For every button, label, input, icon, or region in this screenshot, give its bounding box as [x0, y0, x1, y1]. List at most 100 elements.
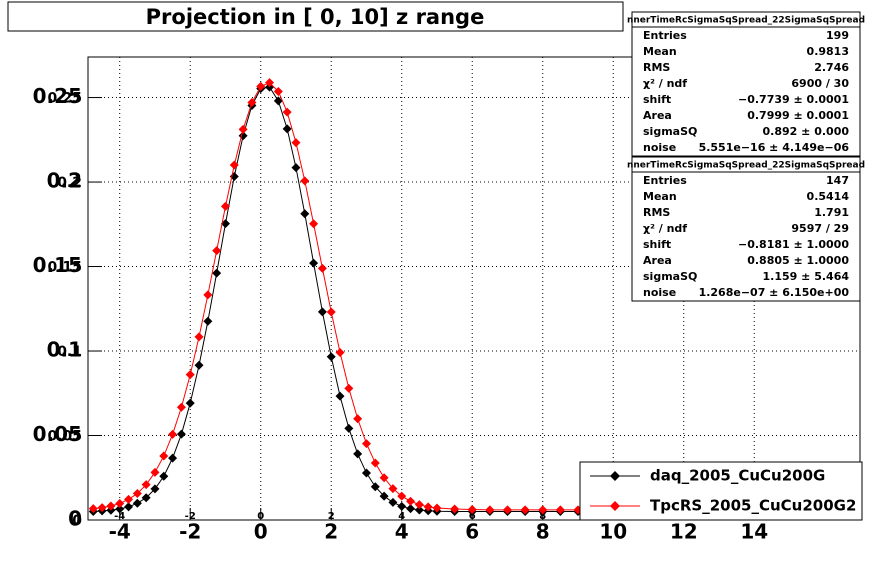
data-point	[194, 332, 204, 342]
data-point	[159, 471, 169, 481]
stats-value: 1.159 ± 5.464	[763, 270, 850, 283]
data-point	[379, 473, 389, 483]
y-tick-label-small: 0.05	[47, 429, 82, 445]
stats-title: nnerTimeRcSigmaSqSpread_22SigmaSqSpread	[627, 16, 865, 26]
stats-key: Entries	[643, 29, 687, 42]
stats-value: 0.5414	[807, 190, 850, 203]
data-point	[168, 429, 178, 439]
y-tick-label-small: 0.1	[57, 344, 82, 360]
data-point	[115, 498, 125, 508]
data-point	[388, 497, 398, 507]
stats-value: 5.551e−16 ± 4.149e−06	[699, 141, 850, 154]
stats-box	[631, 156, 861, 302]
data-point	[159, 451, 169, 461]
x-tick-label-small: 0	[257, 511, 264, 522]
stats-value: 0.7999 ± 0.0001	[747, 109, 849, 122]
data-point	[124, 502, 134, 512]
data-point	[388, 484, 398, 494]
stats-value: 2.746	[814, 61, 849, 74]
data-point	[265, 78, 275, 88]
data-point	[132, 498, 142, 508]
stats-value: −0.7739 ± 0.0001	[738, 93, 849, 106]
y-tick-label-small: 0	[72, 513, 82, 529]
y-tick-label-small: 0.2	[57, 175, 82, 191]
x-tick-label: 0	[254, 520, 268, 544]
data-point	[423, 502, 433, 512]
stats-box	[631, 11, 861, 157]
data-point	[397, 501, 407, 511]
stats-key: sigmaSQ	[643, 270, 697, 283]
data-point	[467, 505, 477, 515]
data-point	[220, 201, 230, 211]
stats-key: χ² / ndf	[643, 77, 687, 90]
data-point	[309, 258, 319, 268]
x-tick-label-small: -2	[185, 511, 196, 522]
stats-key: sigmaSQ	[643, 125, 697, 138]
data-point	[176, 429, 186, 439]
data-point	[273, 96, 283, 106]
stats-key: RMS	[643, 206, 670, 219]
x-tick-label-small: 8	[539, 511, 546, 522]
stats-key: Mean	[643, 45, 677, 58]
data-point	[194, 360, 204, 370]
data-point	[485, 505, 495, 515]
stats-value: 9597 / 29	[791, 222, 849, 235]
title-box	[7, 1, 624, 32]
data-point	[397, 491, 407, 501]
data-point	[317, 263, 327, 273]
x-tick-label: 14	[740, 520, 768, 544]
stats-value: 1.791	[814, 206, 849, 219]
y-tick-label: 0.25	[33, 84, 82, 108]
data-point	[97, 503, 107, 513]
data-point	[238, 124, 248, 134]
legend-marker	[610, 471, 620, 481]
data-point	[141, 493, 151, 503]
stats-key: shift	[643, 93, 671, 106]
data-point	[326, 352, 336, 362]
stats-value: −0.8181 ± 1.0000	[738, 238, 849, 251]
data-point	[212, 246, 222, 256]
data-point	[185, 398, 195, 408]
data-point	[291, 138, 301, 148]
legend-marker	[610, 501, 620, 511]
data-point	[176, 402, 186, 412]
stats-value: 1.268e−07 ± 6.150e+00	[699, 286, 850, 299]
stats-value: 6900 / 30	[791, 77, 849, 90]
legend-box	[579, 461, 863, 521]
y-tick-label-small: 0.15	[47, 260, 82, 276]
x-tick-label: 2	[324, 520, 338, 544]
series-line	[93, 86, 614, 513]
stats-key: noise	[643, 286, 676, 299]
x-tick-label: 12	[670, 520, 698, 544]
data-point	[256, 81, 266, 91]
x-tick-label-small: -4	[114, 511, 125, 522]
data-point	[309, 219, 319, 229]
chart-title: Projection in [ 0, 10] z range	[146, 5, 485, 29]
data-point	[502, 505, 512, 515]
data-point	[361, 468, 371, 478]
stats-value: 0.8805 ± 1.0000	[747, 254, 849, 267]
y-tick-label: 0.2	[47, 169, 82, 193]
data-point	[220, 219, 230, 229]
data-point	[273, 86, 283, 96]
data-point	[326, 307, 336, 317]
stats-key: Area	[643, 109, 672, 122]
stats-value: 0.9813	[807, 45, 849, 58]
data-point	[168, 453, 178, 463]
x-tick-label-small: 6	[469, 511, 476, 522]
x-tick-label: -4	[109, 520, 131, 544]
x-tick-label: 6	[465, 520, 479, 544]
data-point	[212, 268, 222, 278]
x-tick-label-small: 2	[328, 511, 335, 522]
data-point	[300, 209, 310, 219]
stats-key: RMS	[643, 61, 670, 74]
data-point	[300, 176, 310, 186]
data-point	[150, 484, 160, 494]
x-tick-label-small: 4	[398, 511, 405, 522]
data-point	[88, 504, 98, 514]
y-tick-label-small: 0.25	[47, 91, 82, 107]
data-point	[115, 504, 125, 514]
data-point	[432, 503, 442, 513]
data-point	[344, 423, 354, 433]
